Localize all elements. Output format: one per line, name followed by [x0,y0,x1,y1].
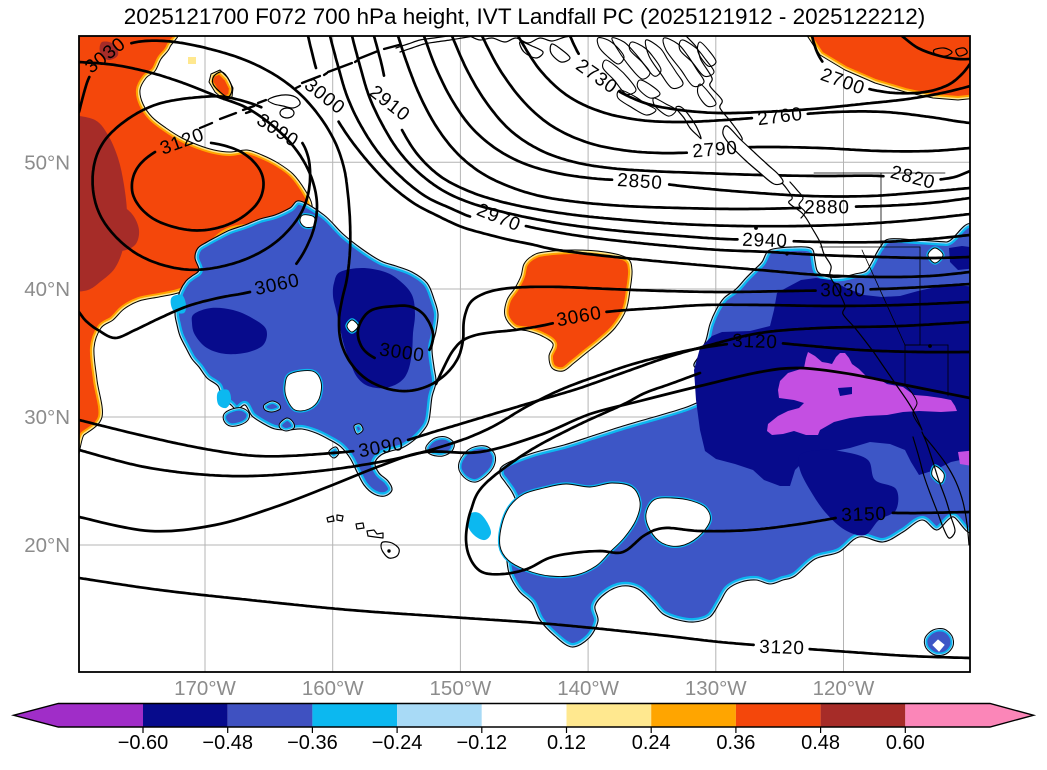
svg-text:2025121700 F072 700 hPa height: 2025121700 F072 700 hPa height, IVT Land… [124,4,925,29]
svg-text:50°N: 50°N [24,151,70,174]
svg-text:0.60: 0.60 [886,732,925,754]
svg-text:20°N: 20°N [24,534,70,557]
svg-text:2790: 2790 [692,138,739,163]
svg-text:2850: 2850 [617,170,664,194]
svg-text:3120: 3120 [732,331,778,354]
svg-text:0.24: 0.24 [632,732,671,754]
svg-text:−0.60: −0.60 [118,732,169,754]
svg-text:−0.24: −0.24 [372,732,423,754]
svg-text:150°W: 150°W [430,677,492,700]
svg-text:2940: 2940 [742,230,788,253]
svg-text:30°N: 30°N [24,406,70,429]
svg-text:140°W: 140°W [557,677,619,700]
svg-text:0.48: 0.48 [801,732,840,754]
svg-text:−0.12: −0.12 [456,732,507,754]
svg-text:−0.36: −0.36 [287,732,338,754]
svg-text:170°W: 170°W [174,677,236,700]
svg-text:3030: 3030 [820,281,865,302]
svg-text:−0.48: −0.48 [202,732,253,754]
svg-text:2880: 2880 [804,198,849,219]
svg-text:0.36: 0.36 [716,732,755,754]
svg-text:120°W: 120°W [813,677,875,700]
svg-text:40°N: 40°N [24,278,70,301]
svg-text:3150: 3150 [841,504,887,527]
svg-text:0.12: 0.12 [547,732,586,754]
svg-text:160°W: 160°W [302,677,364,700]
svg-text:130°W: 130°W [685,677,747,700]
svg-text:3120: 3120 [759,637,805,660]
